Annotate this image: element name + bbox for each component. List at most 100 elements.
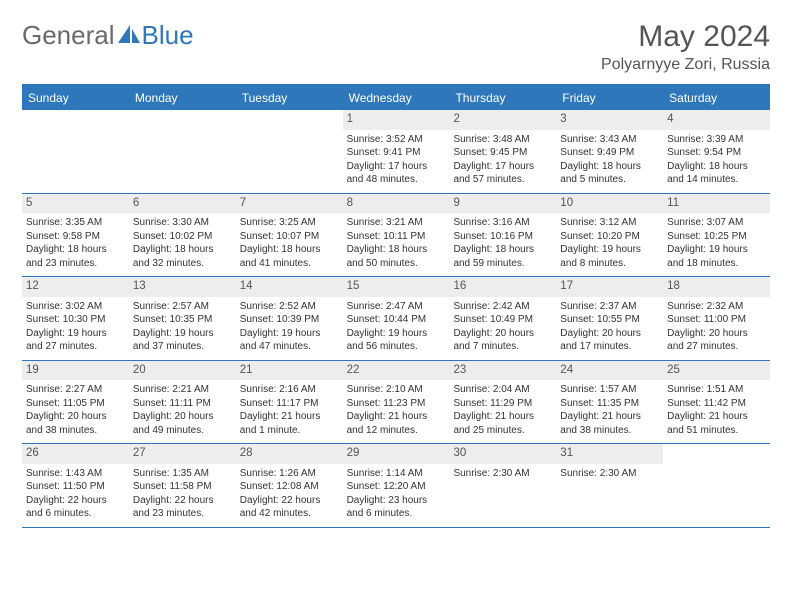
day-number: 6 (129, 194, 236, 214)
calendar-day: 21Sunrise: 2:16 AMSunset: 11:17 PMDaylig… (236, 361, 343, 444)
day-detail: Sunrise: 1:35 AM (133, 467, 232, 481)
day-detail: Sunset: 9:58 PM (26, 230, 125, 244)
day-number: 19 (22, 361, 129, 381)
day-detail: Sunset: 11:17 PM (240, 397, 339, 411)
day-number: 11 (663, 194, 770, 214)
day-detail: Sunset: 11:05 PM (26, 397, 125, 411)
day-number: 1 (343, 110, 450, 130)
day-detail: Sunrise: 1:43 AM (26, 467, 125, 481)
day-detail: Sunset: 11:58 PM (133, 480, 232, 494)
day-number: 12 (22, 277, 129, 297)
day-number: 15 (343, 277, 450, 297)
day-detail: Sunrise: 2:52 AM (240, 300, 339, 314)
day-detail: Sunrise: 2:04 AM (453, 383, 552, 397)
day-number: 26 (22, 444, 129, 464)
day-detail: Sunset: 9:41 PM (347, 146, 446, 160)
calendar-day: 28Sunrise: 1:26 AMSunset: 12:08 AMDaylig… (236, 444, 343, 527)
day-detail: Daylight: 18 hours and 59 minutes. (453, 243, 552, 270)
day-detail: Sunset: 11:29 PM (453, 397, 552, 411)
day-detail: Sunset: 10:16 PM (453, 230, 552, 244)
day-detail: Daylight: 20 hours and 49 minutes. (133, 410, 232, 437)
day-detail: Sunrise: 3:30 AM (133, 216, 232, 230)
day-detail: Sunset: 10:11 PM (347, 230, 446, 244)
day-detail: Daylight: 21 hours and 25 minutes. (453, 410, 552, 437)
day-number: 30 (449, 444, 556, 464)
day-detail: Sunset: 11:00 PM (667, 313, 766, 327)
day-detail: Sunset: 9:54 PM (667, 146, 766, 160)
day-number: 28 (236, 444, 343, 464)
logo: General Blue (22, 20, 194, 51)
day-detail: Sunset: 12:20 AM (347, 480, 446, 494)
calendar-week: 1Sunrise: 3:52 AMSunset: 9:41 PMDaylight… (22, 110, 770, 194)
calendar-day: 27Sunrise: 1:35 AMSunset: 11:58 PMDaylig… (129, 444, 236, 527)
day-detail: Daylight: 18 hours and 41 minutes. (240, 243, 339, 270)
day-detail: Daylight: 20 hours and 38 minutes. (26, 410, 125, 437)
day-detail: Daylight: 19 hours and 56 minutes. (347, 327, 446, 354)
day-detail: Sunrise: 2:57 AM (133, 300, 232, 314)
calendar-day: 18Sunrise: 2:32 AMSunset: 11:00 PMDaylig… (663, 277, 770, 360)
day-detail: Daylight: 18 hours and 14 minutes. (667, 160, 766, 187)
calendar-day: 30Sunrise: 2:30 AM (449, 444, 556, 527)
day-detail: Sunset: 11:42 PM (667, 397, 766, 411)
day-detail: Sunrise: 3:02 AM (26, 300, 125, 314)
day-detail: Sunrise: 3:39 AM (667, 133, 766, 147)
day-detail: Sunset: 10:35 PM (133, 313, 232, 327)
logo-text-2: Blue (142, 20, 194, 51)
day-detail: Daylight: 19 hours and 8 minutes. (560, 243, 659, 270)
day-detail: Sunset: 10:55 PM (560, 313, 659, 327)
calendar-body: 1Sunrise: 3:52 AMSunset: 9:41 PMDaylight… (22, 110, 770, 528)
day-number: 23 (449, 361, 556, 381)
day-detail: Sunset: 10:02 PM (133, 230, 232, 244)
calendar-day: 25Sunrise: 1:51 AMSunset: 11:42 PMDaylig… (663, 361, 770, 444)
day-number: 17 (556, 277, 663, 297)
calendar-day: 7Sunrise: 3:25 AMSunset: 10:07 PMDayligh… (236, 194, 343, 277)
day-detail: Sunset: 9:45 PM (453, 146, 552, 160)
calendar-day: 6Sunrise: 3:30 AMSunset: 10:02 PMDayligh… (129, 194, 236, 277)
day-detail: Daylight: 23 hours and 6 minutes. (347, 494, 446, 521)
day-detail: Sunrise: 3:12 AM (560, 216, 659, 230)
weekday-header: Friday (556, 86, 663, 110)
weekday-header: Wednesday (343, 86, 450, 110)
calendar-day (663, 444, 770, 527)
day-detail: Sunset: 10:49 PM (453, 313, 552, 327)
day-number: 5 (22, 194, 129, 214)
day-detail: Daylight: 19 hours and 18 minutes. (667, 243, 766, 270)
day-number: 14 (236, 277, 343, 297)
calendar-day: 20Sunrise: 2:21 AMSunset: 11:11 PMDaylig… (129, 361, 236, 444)
calendar-day: 19Sunrise: 2:27 AMSunset: 11:05 PMDaylig… (22, 361, 129, 444)
day-detail: Sunrise: 3:35 AM (26, 216, 125, 230)
calendar-day: 11Sunrise: 3:07 AMSunset: 10:25 PMDaylig… (663, 194, 770, 277)
day-number: 9 (449, 194, 556, 214)
calendar-day: 31Sunrise: 2:30 AM (556, 444, 663, 527)
day-detail: Sunrise: 3:21 AM (347, 216, 446, 230)
day-detail: Daylight: 21 hours and 38 minutes. (560, 410, 659, 437)
day-number: 8 (343, 194, 450, 214)
day-detail: Daylight: 21 hours and 51 minutes. (667, 410, 766, 437)
day-detail: Sunrise: 2:16 AM (240, 383, 339, 397)
calendar-day: 26 Sunrise: 1:43 AMSunset: 11:50 PMDaylig… (22, 444, 129, 527)
day-detail: Sunrise: 3:25 AM (240, 216, 339, 230)
day-number: 13 (129, 277, 236, 297)
day-detail: Daylight: 18 hours and 50 minutes. (347, 243, 446, 270)
calendar-day: 22Sunrise: 2:10 AMSunset: 11:23 PMDaylig… (343, 361, 450, 444)
day-number: 21 (236, 361, 343, 381)
day-detail: Sunset: 10:20 PM (560, 230, 659, 244)
day-detail: Sunset: 11:11 PM (133, 397, 232, 411)
weekday-header: Sunday (22, 86, 129, 110)
day-detail: Sunrise: 1:26 AM (240, 467, 339, 481)
day-detail: Sunset: 11:50 PM (26, 480, 125, 494)
day-number: 22 (343, 361, 450, 381)
day-detail: Sunset: 10:39 PM (240, 313, 339, 327)
day-detail: Sunset: 11:35 PM (560, 397, 659, 411)
calendar-day: 1Sunrise: 3:52 AMSunset: 9:41 PMDaylight… (343, 110, 450, 193)
day-detail: Sunrise: 1:51 AM (667, 383, 766, 397)
day-detail: Daylight: 22 hours and 6 minutes. (26, 494, 125, 521)
location: Polyarnyye Zori, Russia (601, 56, 770, 74)
day-number: 31 (556, 444, 663, 464)
day-detail: Daylight: 19 hours and 47 minutes. (240, 327, 339, 354)
day-detail: Daylight: 18 hours and 5 minutes. (560, 160, 659, 187)
day-number: 4 (663, 110, 770, 130)
day-detail: Sunset: 12:08 AM (240, 480, 339, 494)
calendar-day: 5Sunrise: 3:35 AMSunset: 9:58 PMDaylight… (22, 194, 129, 277)
day-detail: Daylight: 20 hours and 27 minutes. (667, 327, 766, 354)
